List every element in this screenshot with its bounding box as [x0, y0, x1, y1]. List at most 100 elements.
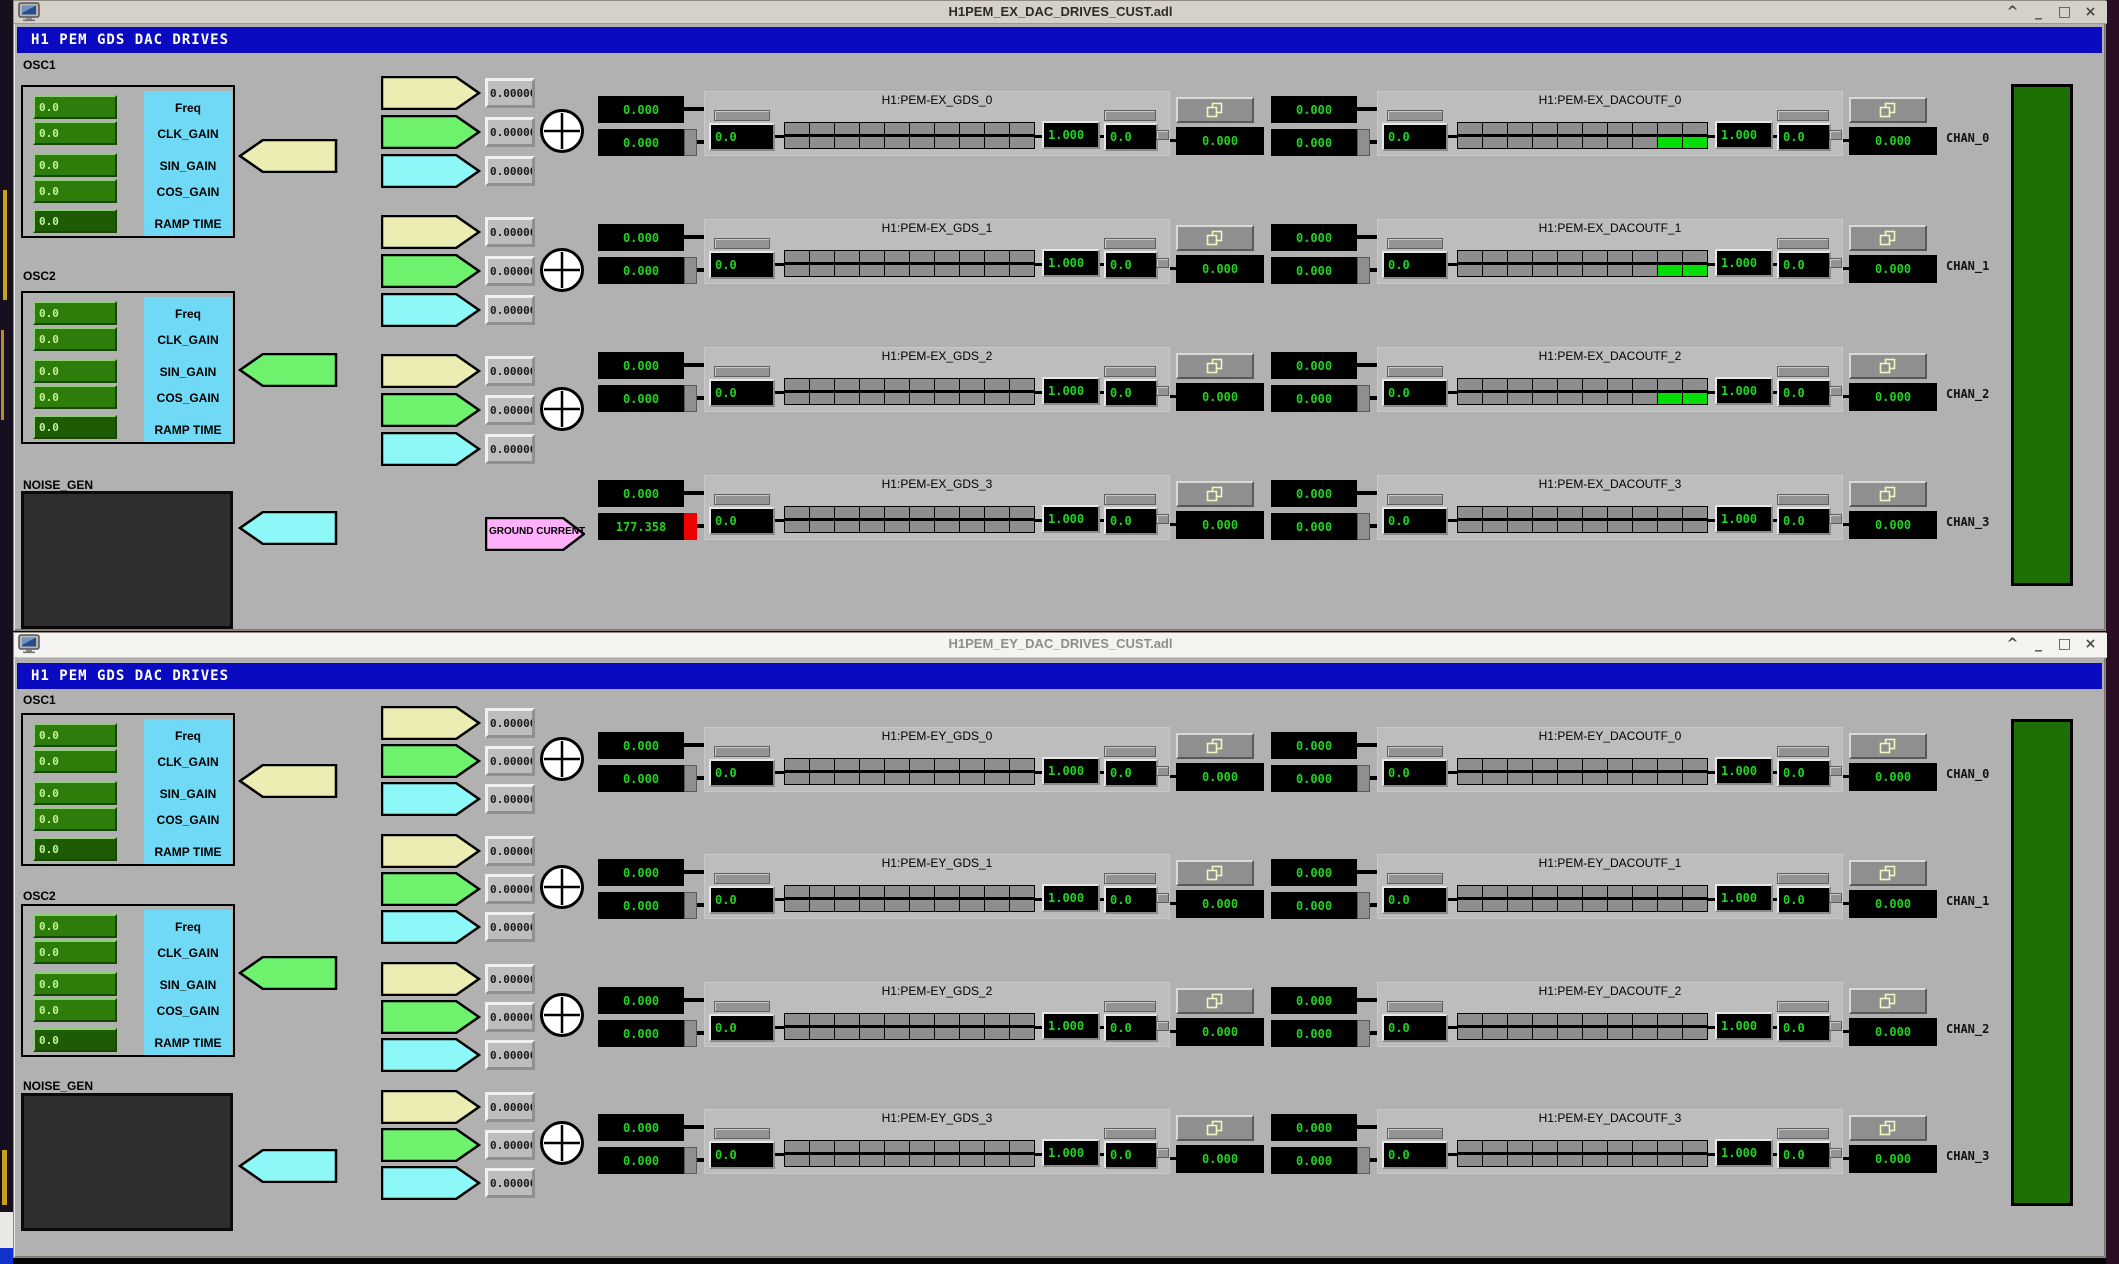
- filter-load-button[interactable]: [1387, 366, 1443, 377]
- excitation-entry[interactable]: 0.00000: [485, 784, 535, 814]
- filter-cell[interactable]: [810, 773, 834, 784]
- filter-cell[interactable]: [835, 379, 859, 390]
- osc-entry-field[interactable]: 0.0: [33, 998, 117, 1022]
- filter-cell[interactable]: [1658, 251, 1682, 262]
- filter-cell[interactable]: [1010, 900, 1034, 911]
- filter-cell[interactable]: [1583, 137, 1607, 148]
- filter-cell[interactable]: [1010, 379, 1034, 390]
- filter-cell[interactable]: [1608, 1014, 1632, 1025]
- filter-cell[interactable]: [1658, 900, 1682, 911]
- filter-cell[interactable]: [960, 379, 984, 390]
- filter-cell[interactable]: [1633, 900, 1657, 911]
- filter-cell[interactable]: [785, 1028, 809, 1039]
- filter-cell[interactable]: [835, 1028, 859, 1039]
- filter-load-button[interactable]: [714, 110, 770, 121]
- filter-cell[interactable]: [910, 265, 934, 276]
- filter-cell[interactable]: [1483, 1014, 1507, 1025]
- filter-cell[interactable]: [1508, 123, 1532, 134]
- filter-load-button[interactable]: [1387, 1001, 1443, 1012]
- filter-cell[interactable]: [1683, 123, 1707, 134]
- filter-load-button[interactable]: [1387, 238, 1443, 249]
- filter-cell[interactable]: [1458, 521, 1482, 532]
- related-display-button[interactable]: [1849, 481, 1927, 507]
- bank-offset-button[interactable]: [1104, 746, 1156, 757]
- filter-cell[interactable]: [1508, 379, 1532, 390]
- filter-cell[interactable]: [1558, 137, 1582, 148]
- filter-cell[interactable]: [1010, 393, 1034, 404]
- filter-cell[interactable]: [1508, 886, 1532, 897]
- filter-cell[interactable]: [1583, 759, 1607, 770]
- excitation-entry[interactable]: 0.00000: [485, 912, 535, 942]
- filter-cell[interactable]: [860, 393, 884, 404]
- filter-cell[interactable]: [1558, 507, 1582, 518]
- bank-offset-button[interactable]: [1104, 1001, 1156, 1012]
- filter-cell[interactable]: [885, 379, 909, 390]
- filter-cell[interactable]: [1658, 393, 1682, 404]
- maximize-button[interactable]: □: [2057, 636, 2072, 652]
- filter-cell[interactable]: [885, 773, 909, 784]
- filter-cell[interactable]: [1483, 521, 1507, 532]
- excitation-entry[interactable]: 0.00000: [485, 1040, 535, 1070]
- excitation-entry[interactable]: 0.00000: [485, 1130, 535, 1160]
- filter-cell[interactable]: [910, 123, 934, 134]
- filter-cell[interactable]: [1583, 1141, 1607, 1152]
- filter-cell[interactable]: [1483, 393, 1507, 404]
- filter-cell[interactable]: [1583, 900, 1607, 911]
- filter-load-button[interactable]: [714, 238, 770, 249]
- filter-cell[interactable]: [885, 886, 909, 897]
- filter-cell[interactable]: [960, 251, 984, 262]
- filter-cell[interactable]: [1683, 251, 1707, 262]
- filter-cell[interactable]: [1683, 773, 1707, 784]
- filter-load-button[interactable]: [714, 1128, 770, 1139]
- filter-cell[interactable]: [1633, 1141, 1657, 1152]
- filter-cell[interactable]: [1483, 379, 1507, 390]
- filter-cell[interactable]: [860, 886, 884, 897]
- filter-cell[interactable]: [860, 379, 884, 390]
- filter-cell[interactable]: [1658, 886, 1682, 897]
- filter-cell[interactable]: [885, 251, 909, 262]
- filter-cell[interactable]: [1683, 1014, 1707, 1025]
- filter-cell[interactable]: [985, 507, 1009, 518]
- filter-cell[interactable]: [1483, 759, 1507, 770]
- filter-cell[interactable]: [1583, 521, 1607, 532]
- filter-cell[interactable]: [835, 900, 859, 911]
- filter-cell[interactable]: [1533, 1028, 1557, 1039]
- filter-cell[interactable]: [1683, 507, 1707, 518]
- filter-cell[interactable]: [1683, 1141, 1707, 1152]
- filter-cell[interactable]: [810, 265, 834, 276]
- filter-cell[interactable]: [835, 759, 859, 770]
- filter-cell[interactable]: [1458, 759, 1482, 770]
- filter-cell[interactable]: [1558, 1141, 1582, 1152]
- filter-cell[interactable]: [885, 1155, 909, 1166]
- filter-cell[interactable]: [1683, 1155, 1707, 1166]
- filter-cell[interactable]: [985, 521, 1009, 532]
- filter-cell[interactable]: [985, 886, 1009, 897]
- filter-cell[interactable]: [835, 137, 859, 148]
- filter-cell[interactable]: [1533, 521, 1557, 532]
- filter-cell[interactable]: [1683, 1028, 1707, 1039]
- osc-entry-field[interactable]: 0.0: [33, 749, 117, 773]
- filter-cell[interactable]: [885, 1028, 909, 1039]
- filter-cell[interactable]: [810, 1141, 834, 1152]
- related-display-button[interactable]: [1176, 733, 1254, 759]
- filter-cell[interactable]: [1010, 1155, 1034, 1166]
- filter-load-button[interactable]: [714, 1001, 770, 1012]
- filter-cell[interactable]: [1658, 379, 1682, 390]
- filter-cell[interactable]: [1533, 759, 1557, 770]
- filter-cell[interactable]: [960, 123, 984, 134]
- filter-cell[interactable]: [860, 251, 884, 262]
- filter-cell[interactable]: [960, 265, 984, 276]
- filter-cell[interactable]: [910, 1028, 934, 1039]
- excitation-entry[interactable]: 0.00000: [485, 1092, 535, 1122]
- filter-cell[interactable]: [1508, 251, 1532, 262]
- filter-cell[interactable]: [1458, 1155, 1482, 1166]
- bank-offset-button[interactable]: [1104, 366, 1156, 377]
- filter-cell[interactable]: [935, 773, 959, 784]
- osc-entry-field[interactable]: 0.0: [33, 179, 117, 203]
- filter-cell[interactable]: [810, 900, 834, 911]
- excitation-entry[interactable]: 0.00000: [485, 217, 535, 247]
- close-button[interactable]: ×: [2084, 4, 2097, 20]
- filter-cell[interactable]: [960, 1014, 984, 1025]
- osc-entry-field[interactable]: 0.0: [33, 359, 117, 383]
- related-display-button[interactable]: [1849, 225, 1927, 251]
